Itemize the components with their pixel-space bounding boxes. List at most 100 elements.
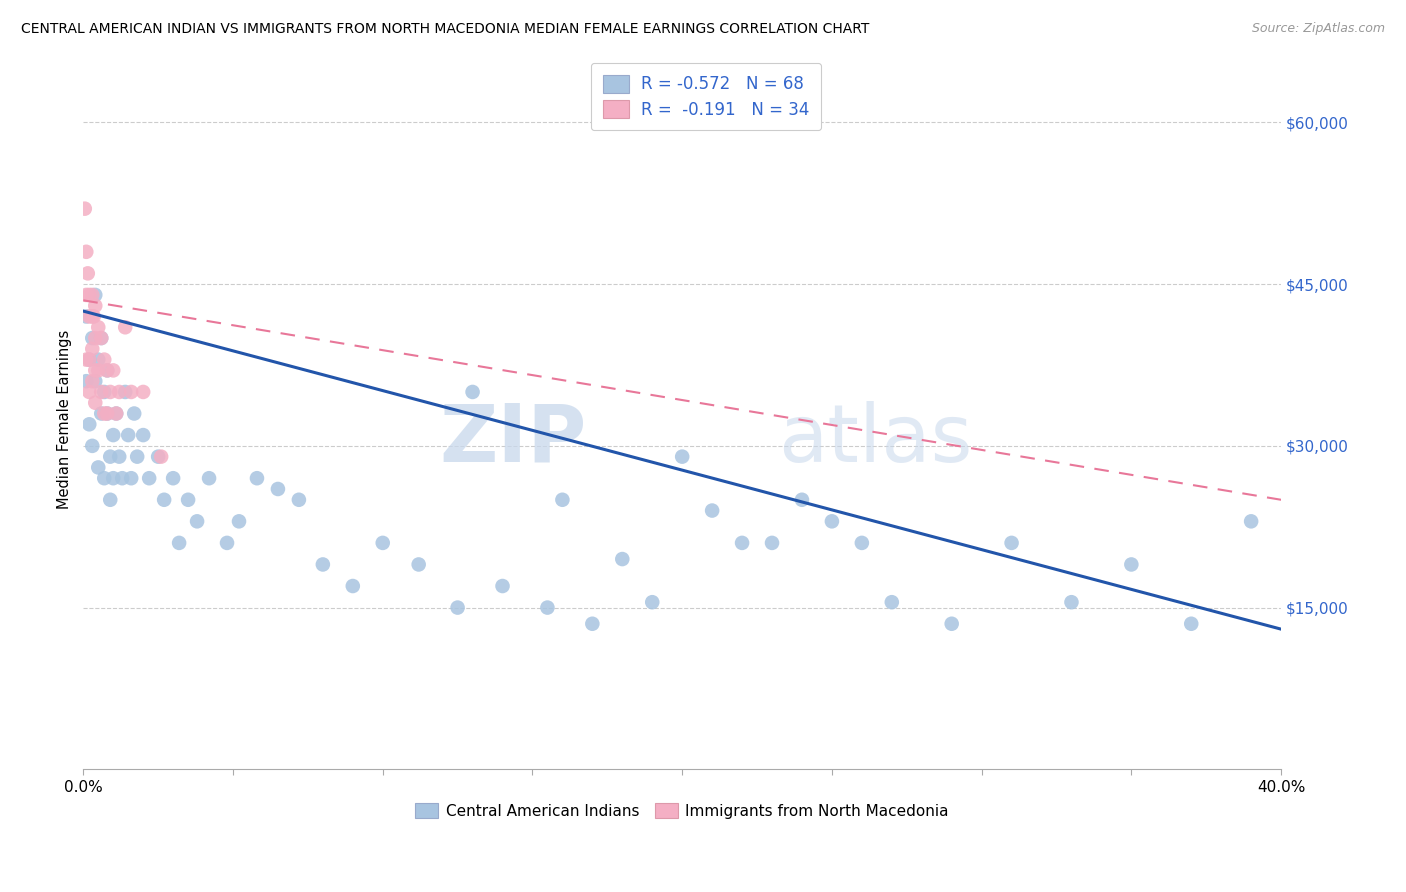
- Point: [342, 579, 364, 593]
- Point: [177, 492, 200, 507]
- Point: [77, 384, 100, 399]
- Point: [461, 384, 484, 399]
- Point: [700, 503, 723, 517]
- Point: [108, 384, 131, 399]
- Point: [114, 384, 136, 399]
- Point: [108, 450, 131, 464]
- Point: [105, 407, 128, 421]
- Point: [84, 288, 107, 302]
- Point: [98, 492, 121, 507]
- Point: [150, 450, 173, 464]
- Point: [851, 536, 873, 550]
- Point: [941, 616, 963, 631]
- Point: [75, 374, 97, 388]
- Point: [98, 450, 121, 464]
- Point: [1121, 558, 1143, 572]
- Point: [105, 407, 128, 421]
- Point: [82, 331, 104, 345]
- Point: [96, 407, 118, 421]
- Text: Source: ZipAtlas.com: Source: ZipAtlas.com: [1251, 22, 1385, 36]
- Point: [162, 471, 184, 485]
- Point: [312, 558, 335, 572]
- Point: [87, 460, 110, 475]
- Point: [153, 492, 176, 507]
- Point: [83, 310, 105, 324]
- Point: [82, 342, 104, 356]
- Point: [93, 471, 115, 485]
- Point: [77, 352, 100, 367]
- Point: [87, 320, 110, 334]
- Point: [84, 299, 107, 313]
- Point: [75, 310, 97, 324]
- Point: [93, 352, 115, 367]
- Point: [641, 595, 664, 609]
- Point: [77, 288, 100, 302]
- Point: [96, 407, 118, 421]
- Point: [84, 374, 107, 388]
- Point: [90, 331, 112, 345]
- Point: [103, 471, 125, 485]
- Point: [87, 363, 110, 377]
- Point: [82, 374, 104, 388]
- Point: [267, 482, 290, 496]
- Point: [103, 428, 125, 442]
- Y-axis label: Median Female Earnings: Median Female Earnings: [58, 329, 72, 508]
- Point: [77, 352, 100, 367]
- Point: [880, 595, 903, 609]
- Point: [581, 616, 603, 631]
- Point: [96, 363, 118, 377]
- Point: [408, 558, 430, 572]
- Point: [111, 471, 134, 485]
- Legend: Central American Indians, Immigrants from North Macedonia: Central American Indians, Immigrants fro…: [409, 797, 955, 825]
- Point: [75, 244, 97, 259]
- Point: [77, 417, 100, 432]
- Point: [551, 492, 574, 507]
- Point: [1180, 616, 1202, 631]
- Point: [1000, 536, 1022, 550]
- Point: [491, 579, 513, 593]
- Point: [612, 552, 634, 566]
- Point: [90, 331, 112, 345]
- Point: [215, 536, 238, 550]
- Point: [84, 331, 107, 345]
- Point: [671, 450, 693, 464]
- Point: [77, 310, 100, 324]
- Point: [120, 384, 142, 399]
- Point: [84, 396, 107, 410]
- Point: [90, 407, 112, 421]
- Text: CENTRAL AMERICAN INDIAN VS IMMIGRANTS FROM NORTH MACEDONIA MEDIAN FEMALE EARNING: CENTRAL AMERICAN INDIAN VS IMMIGRANTS FR…: [21, 22, 869, 37]
- Point: [117, 428, 139, 442]
- Point: [731, 536, 754, 550]
- Point: [146, 450, 169, 464]
- Point: [76, 266, 98, 280]
- Point: [82, 288, 104, 302]
- Point: [821, 514, 844, 528]
- Point: [103, 363, 125, 377]
- Point: [84, 363, 107, 377]
- Point: [122, 407, 145, 421]
- Point: [75, 288, 97, 302]
- Point: [96, 363, 118, 377]
- Point: [167, 536, 190, 550]
- Point: [1060, 595, 1083, 609]
- Point: [82, 439, 104, 453]
- Point: [186, 514, 208, 528]
- Point: [73, 202, 96, 216]
- Point: [536, 600, 558, 615]
- Point: [90, 384, 112, 399]
- Point: [114, 320, 136, 334]
- Point: [87, 352, 110, 367]
- Point: [1240, 514, 1263, 528]
- Text: ZIP: ZIP: [439, 401, 586, 479]
- Point: [93, 384, 115, 399]
- Text: atlas: atlas: [778, 401, 973, 479]
- Point: [198, 471, 221, 485]
- Point: [138, 471, 160, 485]
- Point: [98, 384, 121, 399]
- Point: [75, 352, 97, 367]
- Point: [288, 492, 311, 507]
- Point: [132, 428, 155, 442]
- Point: [790, 492, 813, 507]
- Point: [228, 514, 250, 528]
- Point: [371, 536, 394, 550]
